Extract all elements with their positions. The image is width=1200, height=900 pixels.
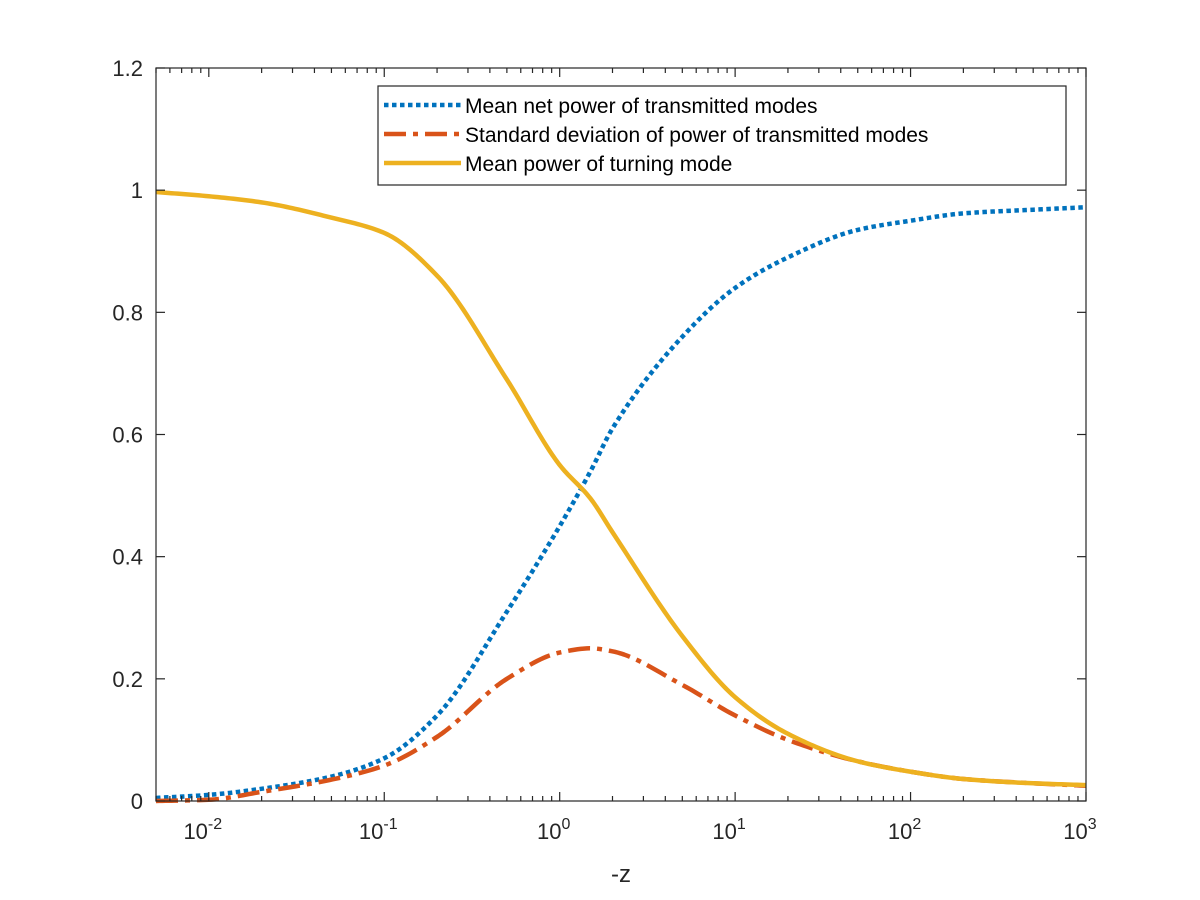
x-tick-label-base: 10: [712, 819, 736, 844]
series-line-1: [155, 205, 1087, 801]
y-tick-label: 0: [131, 789, 143, 814]
legend-label-1: Mean net power of transmitted modes: [465, 95, 818, 118]
x-tick-label-exponent: 1: [737, 816, 746, 833]
x-tick-label-exponent: -2: [208, 816, 222, 833]
legend-label-3: Mean power of turning mode: [465, 153, 732, 176]
x-tick-label: 10-1: [359, 816, 398, 844]
x-tick-label-exponent: 0: [561, 816, 570, 833]
legend-label-2: Standard deviation of power of transmitt…: [465, 124, 928, 147]
x-tick-label-base: 10: [1063, 819, 1087, 844]
legend-box: [377, 85, 1067, 186]
tick-layer: 00.20.40.60.811.210-2 10-1 100 101 102 103: [112, 56, 1096, 844]
x-tick-label-exponent: 3: [1088, 816, 1097, 833]
y-tick-label: 1: [131, 178, 143, 203]
legend: Mean net power of transmitted modes Stand…: [377, 85, 1067, 186]
series-layer: [155, 189, 1087, 804]
x-tick-label: 100: [537, 816, 570, 844]
y-tick-label: 0.8: [112, 300, 143, 325]
x-tick-label: 101: [712, 816, 745, 844]
y-tick-label: 0.2: [112, 667, 143, 692]
x-tick-label: 102: [888, 816, 921, 844]
y-tick-label: 0.6: [112, 423, 143, 448]
x-tick-label-exponent: -1: [383, 816, 397, 833]
x-tick-label-base: 10: [183, 819, 207, 844]
x-tick-label-base: 10: [888, 819, 912, 844]
x-axis-label: -z: [611, 861, 631, 888]
series-line-3: [155, 189, 1087, 788]
x-tick-label-exponent: 2: [912, 816, 921, 833]
x-tick-label-base: 10: [359, 819, 383, 844]
y-tick-label: 1.2: [112, 56, 143, 81]
y-tick-label: 0.4: [112, 545, 143, 570]
x-tick-label: 103: [1063, 816, 1096, 844]
x-tick-label-base: 10: [537, 819, 561, 844]
x-tick-label: 10-2: [183, 816, 222, 844]
